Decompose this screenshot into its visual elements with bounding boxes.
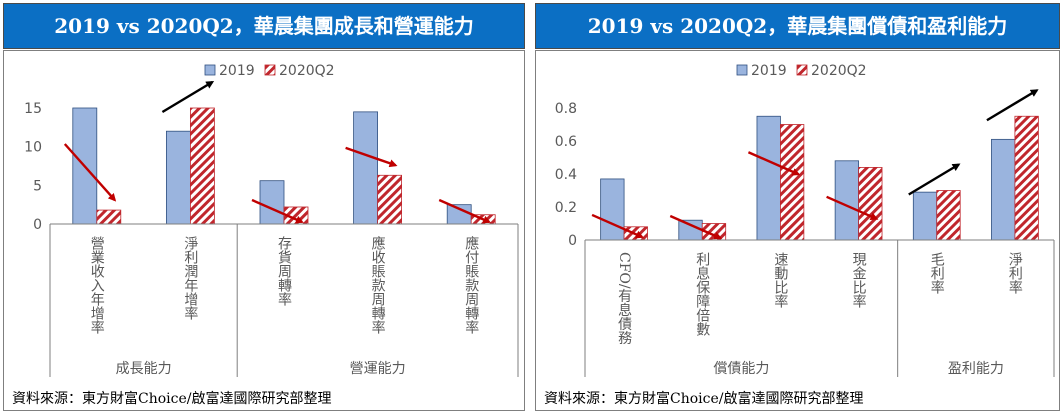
bar-2020q2 <box>936 190 961 241</box>
bar-2019 <box>834 160 859 241</box>
bar-2019 <box>756 115 781 241</box>
trend-arrow-up <box>161 80 215 114</box>
x-tick-label: 應收賬款周轉率 <box>370 235 386 334</box>
y-tick-label: 0 <box>33 217 42 233</box>
trend-arrow-up <box>908 163 961 196</box>
chart-frame <box>3 50 525 411</box>
legend-swatch-2019 <box>736 64 748 76</box>
y-tick-label: 0 <box>568 233 577 249</box>
x-tick-label: 淨利率 <box>1007 252 1023 294</box>
bar-2019 <box>991 138 1016 241</box>
trend-arrow-down <box>345 146 398 168</box>
group-label: 償債能力 <box>713 361 769 377</box>
bar-2019 <box>678 219 703 241</box>
x-tick-label: 現金比率 <box>851 252 867 308</box>
trend-arrow-up <box>986 89 1039 122</box>
legend: 2019 2020Q2 <box>736 63 867 79</box>
group-label: 營運能力 <box>350 361 406 377</box>
trend-arrow-down <box>747 151 801 176</box>
y-tick-label: 0.2 <box>555 200 577 216</box>
x-tick-label: 毛利率 <box>929 252 945 294</box>
bar-2020q2 <box>780 124 805 241</box>
x-tick-label: 應付賬款周轉率 <box>463 235 479 334</box>
source-note: 資料來源：東方財富Choice/啟富達國際研究部整理 <box>12 391 332 407</box>
bar-2019 <box>353 111 379 225</box>
trend-arrow-down <box>251 198 304 224</box>
x-tick-label: 速動比率 <box>772 252 788 308</box>
bar-chart-growth-operation: 2019 2020Q2 0 5 10 15 營業收入年增率 淨利潤年增率 存貨周轉率 應收賬款周轉… <box>24 63 519 377</box>
bar-2020q2 <box>96 209 122 225</box>
legend-swatch-2020q2 <box>796 64 808 76</box>
chart-panel-solvency-profitability: 2019 vs 2020Q2，華晨集團償債和盈利能力 2019 2020Q2 0 0.… <box>532 0 1063 413</box>
legend-label-2019: 2019 <box>219 63 255 79</box>
x-tick-label: 營業收入年增率 <box>89 236 105 334</box>
group-label: 成長能力 <box>116 361 172 377</box>
x-tick-label: 存貨周轉率 <box>276 236 292 306</box>
chart-panel-growth-operation: 2019 vs 2020Q2，華晨集團成長和營運能力 2019 2020Q2 0 5 1… <box>0 0 528 413</box>
group-label: 盈利能力 <box>948 361 1004 377</box>
x-tick-label: 淨利潤年增率 <box>182 236 198 320</box>
bar-2019 <box>600 178 625 241</box>
bar-2020q2 <box>189 107 215 225</box>
bar-2020q2 <box>377 174 403 225</box>
bar-2019 <box>912 191 938 241</box>
bar-chart-solvency-profitability: 2019 2020Q2 0 0.2 0.4 0.6 0.8 CFO/有息債務 利息保障倍數 速動比… <box>555 63 1055 377</box>
x-tick-label: 利息保障倍數 <box>694 252 710 336</box>
trend-arrow-down <box>669 214 723 240</box>
y-tick-label: 0.4 <box>555 167 577 183</box>
bar-2020q2 <box>858 166 883 241</box>
y-tick-label: 15 <box>24 101 42 117</box>
chart-frame <box>535 50 1060 411</box>
y-tick-label: 0.6 <box>555 134 577 150</box>
x-tick-label: CFO/有息債務 <box>616 252 632 346</box>
bar-2020q2 <box>1014 115 1039 241</box>
y-tick-label: 0.8 <box>555 101 577 117</box>
trend-arrow-down <box>438 198 492 224</box>
legend: 2019 2020Q2 <box>204 63 335 79</box>
source-note: 資料來源：東方財富Choice/啟富達國際研究部整理 <box>544 391 864 407</box>
legend-label-2019: 2019 <box>751 63 787 79</box>
legend-label-2020q2: 2020Q2 <box>279 63 335 79</box>
trend-arrow-down <box>826 195 879 221</box>
bar-2019 <box>165 130 191 225</box>
chart-title: 2019 vs 2020Q2，華晨集團償債和盈利能力 <box>535 3 1060 49</box>
trend-arrow-down <box>63 143 117 202</box>
legend-swatch-2019 <box>204 64 216 76</box>
chart-title: 2019 vs 2020Q2，華晨集團成長和營運能力 <box>3 3 525 49</box>
trend-arrow-down <box>591 213 644 239</box>
legend-swatch-2020q2 <box>264 64 276 76</box>
bar-2019 <box>259 180 285 225</box>
y-tick-label: 5 <box>33 178 42 194</box>
y-tick-label: 10 <box>24 140 42 156</box>
legend-label-2020q2: 2020Q2 <box>811 63 867 79</box>
